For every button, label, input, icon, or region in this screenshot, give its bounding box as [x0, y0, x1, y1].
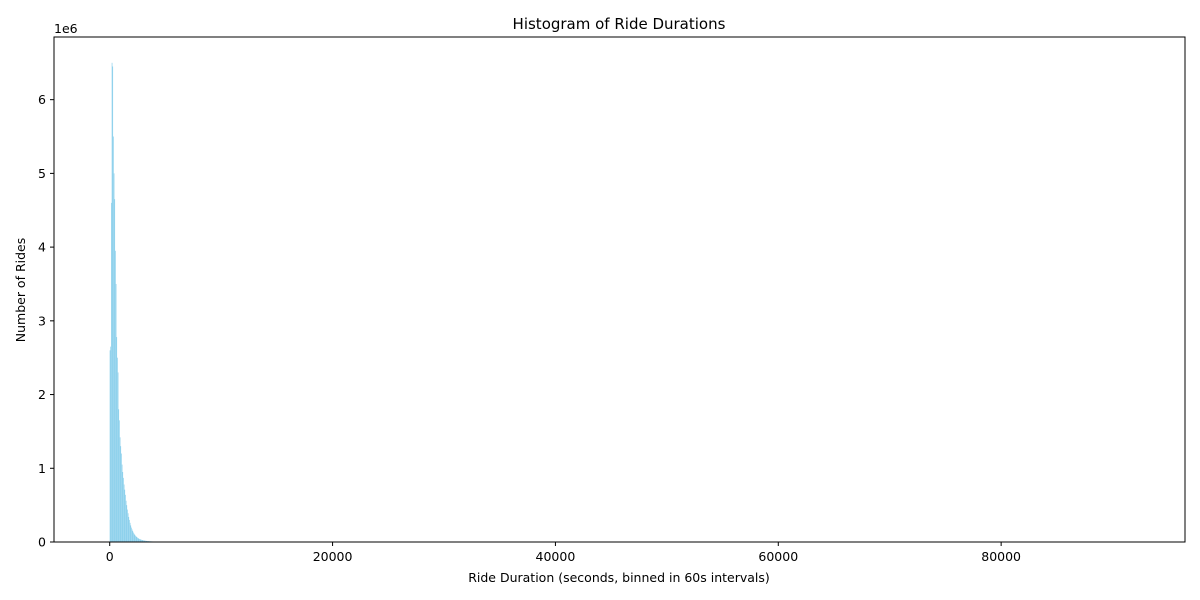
histogram-bar [134, 534, 136, 542]
histogram-bar [117, 357, 118, 542]
histogram-bar [128, 516, 130, 542]
y-tick-label: 6 [38, 92, 46, 107]
y-tick-label: 5 [38, 166, 46, 181]
y-offset-label: 1e6 [54, 21, 78, 36]
x-tick-label: 0 [106, 549, 114, 564]
histogram-bar [118, 409, 120, 542]
histogram-bar [125, 500, 127, 542]
histogram-bar [127, 513, 129, 542]
histogram-bar [115, 283, 117, 542]
histogram-bar [123, 484, 125, 542]
histogram-bar [143, 540, 144, 542]
x-tick-label: 60000 [758, 549, 798, 564]
histogram-bar [135, 535, 136, 542]
histogram-bar [129, 519, 130, 542]
y-tick-label: 3 [38, 313, 46, 328]
histogram-bar [143, 540, 145, 542]
histogram-bar [113, 136, 114, 542]
histogram-bar [129, 522, 131, 542]
histogram-bar [137, 537, 138, 542]
y-tick-label: 1 [38, 461, 46, 476]
histogram-bar [114, 199, 116, 542]
histogram-bar [117, 372, 119, 542]
y-tick-label: 4 [38, 240, 46, 255]
y-axis-label: Number of Rides [13, 238, 28, 343]
plot-frame [53, 36, 1186, 543]
histogram-bar [135, 536, 137, 542]
histogram-bar [123, 477, 124, 542]
histogram-bar [142, 540, 144, 542]
histogram-bar [127, 509, 128, 542]
histogram-bar [131, 527, 132, 542]
histogram-bar [141, 540, 143, 542]
histogram-bar [119, 420, 120, 542]
chart-title: Histogram of Ride Durations [513, 15, 726, 33]
histogram-bar [121, 453, 122, 542]
histogram-bar [139, 538, 140, 542]
y-tick-label: 0 [38, 535, 46, 550]
histogram-bar [146, 540, 148, 542]
histogram-bar [133, 533, 135, 542]
histogram-bar [141, 539, 142, 542]
y-tick-label: 2 [38, 387, 46, 402]
histogram-bar [115, 250, 116, 542]
histogram-bar [113, 173, 115, 542]
x-tick-label: 80000 [981, 549, 1021, 564]
x-axis-ticks: 0 20000 40000 60000 80000 [106, 542, 1021, 564]
histogram-bar [136, 537, 138, 542]
histogram-bar [144, 540, 146, 542]
histogram-bar [145, 540, 146, 542]
histogram-bar [111, 202, 112, 542]
histogram-bar [138, 538, 140, 542]
histogram-bar [121, 464, 123, 542]
x-axis-label: Ride Duration (seconds, binned in 60s in… [468, 570, 770, 585]
histogram-bar [139, 539, 141, 542]
histogram-bar [133, 532, 134, 542]
histogram-bar [132, 531, 134, 542]
histogram-bar [145, 540, 147, 542]
histogram-bar [110, 346, 112, 542]
histogram-bar [125, 494, 126, 542]
histogram-bar [124, 489, 126, 542]
histogram-bar [120, 446, 122, 542]
y-axis-ticks: 0 1 2 3 4 5 6 [38, 92, 54, 550]
histogram-bar [131, 529, 133, 542]
histogram-bar [130, 525, 132, 542]
histogram-bar [109, 350, 111, 542]
bars-group [109, 62, 200, 542]
histogram-bar [116, 337, 118, 542]
histogram-bar [112, 66, 114, 542]
x-tick-label: 40000 [536, 549, 576, 564]
histogram-bar [122, 471, 124, 542]
x-tick-label: 20000 [313, 549, 353, 564]
histogram-bar [111, 62, 113, 542]
histogram-bar [119, 437, 121, 542]
histogram-bar [140, 539, 142, 542]
histogram-bar [126, 505, 128, 542]
histogram-bar [137, 538, 139, 542]
